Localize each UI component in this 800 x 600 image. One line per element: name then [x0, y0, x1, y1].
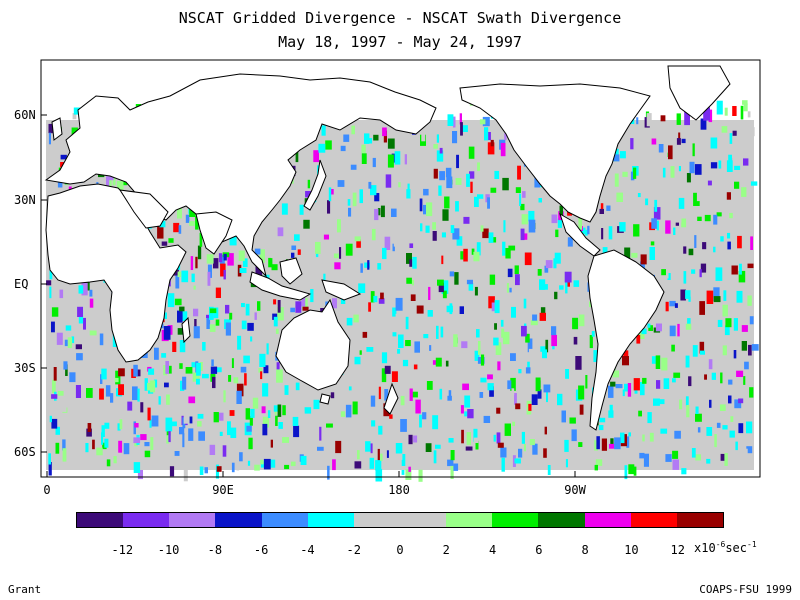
madagascar [181, 316, 191, 344]
chart-title: NSCAT Gridded Divergence - NSCAT Swath D… [178, 9, 622, 27]
colorbar-tick-labels: -12 -10 -8 -6 -4 -2 0 2 4 6 8 10 12 [0, 543, 800, 559]
central-america [559, 212, 601, 257]
british-isles [51, 117, 63, 141]
greenland [667, 65, 731, 121]
lon-label: 0 [43, 483, 51, 497]
new-zealand [383, 382, 399, 415]
colorbar-units: x10-6sec-1 [694, 540, 757, 555]
colorbar [76, 512, 724, 528]
author-credit: Grant [8, 583, 42, 596]
australia [275, 298, 351, 391]
lat-label: EQ [14, 277, 29, 291]
colorbar-tick: -2 [346, 543, 361, 557]
south-america [587, 249, 665, 431]
colorbar-tick: -6 [253, 543, 269, 557]
north-america [459, 83, 651, 223]
lat-label: 30S [14, 361, 36, 375]
lat-label: 60S [14, 445, 36, 459]
lat-label: 30N [14, 193, 36, 207]
indonesia [249, 271, 312, 301]
colorbar-swatch [123, 513, 170, 527]
colorbar-swatch [399, 513, 447, 527]
colorbar-swatch [630, 513, 677, 527]
colorbar-tick: 4 [488, 543, 497, 557]
colorbar-tick: 0 [396, 543, 404, 557]
new-guinea [321, 279, 362, 301]
colorbar-tick: -4 [300, 543, 315, 557]
colorbar-swatch [307, 513, 354, 527]
india [195, 211, 233, 255]
continents [44, 65, 731, 431]
arabia [119, 189, 169, 229]
colorbar-tick: 2 [442, 543, 450, 557]
tasmania [319, 393, 331, 405]
japan [303, 159, 327, 211]
colorbar-tick: -12 [111, 543, 134, 557]
colorbar-tick: -10 [157, 543, 180, 557]
colorbar-tick: 6 [535, 543, 543, 557]
colorbar-swatch [169, 513, 216, 527]
lon-label: 180 [388, 483, 410, 497]
institution-credit: COAPS-FSU 1999 [699, 583, 792, 596]
colorbar-swatch [261, 513, 308, 527]
colorbar-tick: -8 [207, 543, 223, 557]
colorbar-swatch [538, 513, 585, 527]
lon-label: 90W [564, 483, 586, 497]
lon-label: 90E [212, 483, 234, 497]
map-frame [40, 59, 761, 478]
chart-subtitle: May 18, 1997 - May 24, 1997 [278, 33, 522, 51]
eurasia [44, 73, 437, 278]
colorbar-tick: 12 [670, 543, 685, 557]
colorbar-swatch [446, 513, 493, 527]
colorbar-swatch [77, 513, 124, 527]
colorbar-tick: 10 [624, 543, 639, 557]
colorbar-swatch [215, 513, 262, 527]
colorbar-swatch [353, 513, 400, 527]
colorbar-swatch [584, 513, 631, 527]
borneo [279, 257, 303, 285]
colorbar-swatch [492, 513, 539, 527]
lat-label: 60N [14, 108, 36, 122]
colorbar-tick: 8 [581, 543, 589, 557]
colorbar-swatch [676, 513, 723, 527]
